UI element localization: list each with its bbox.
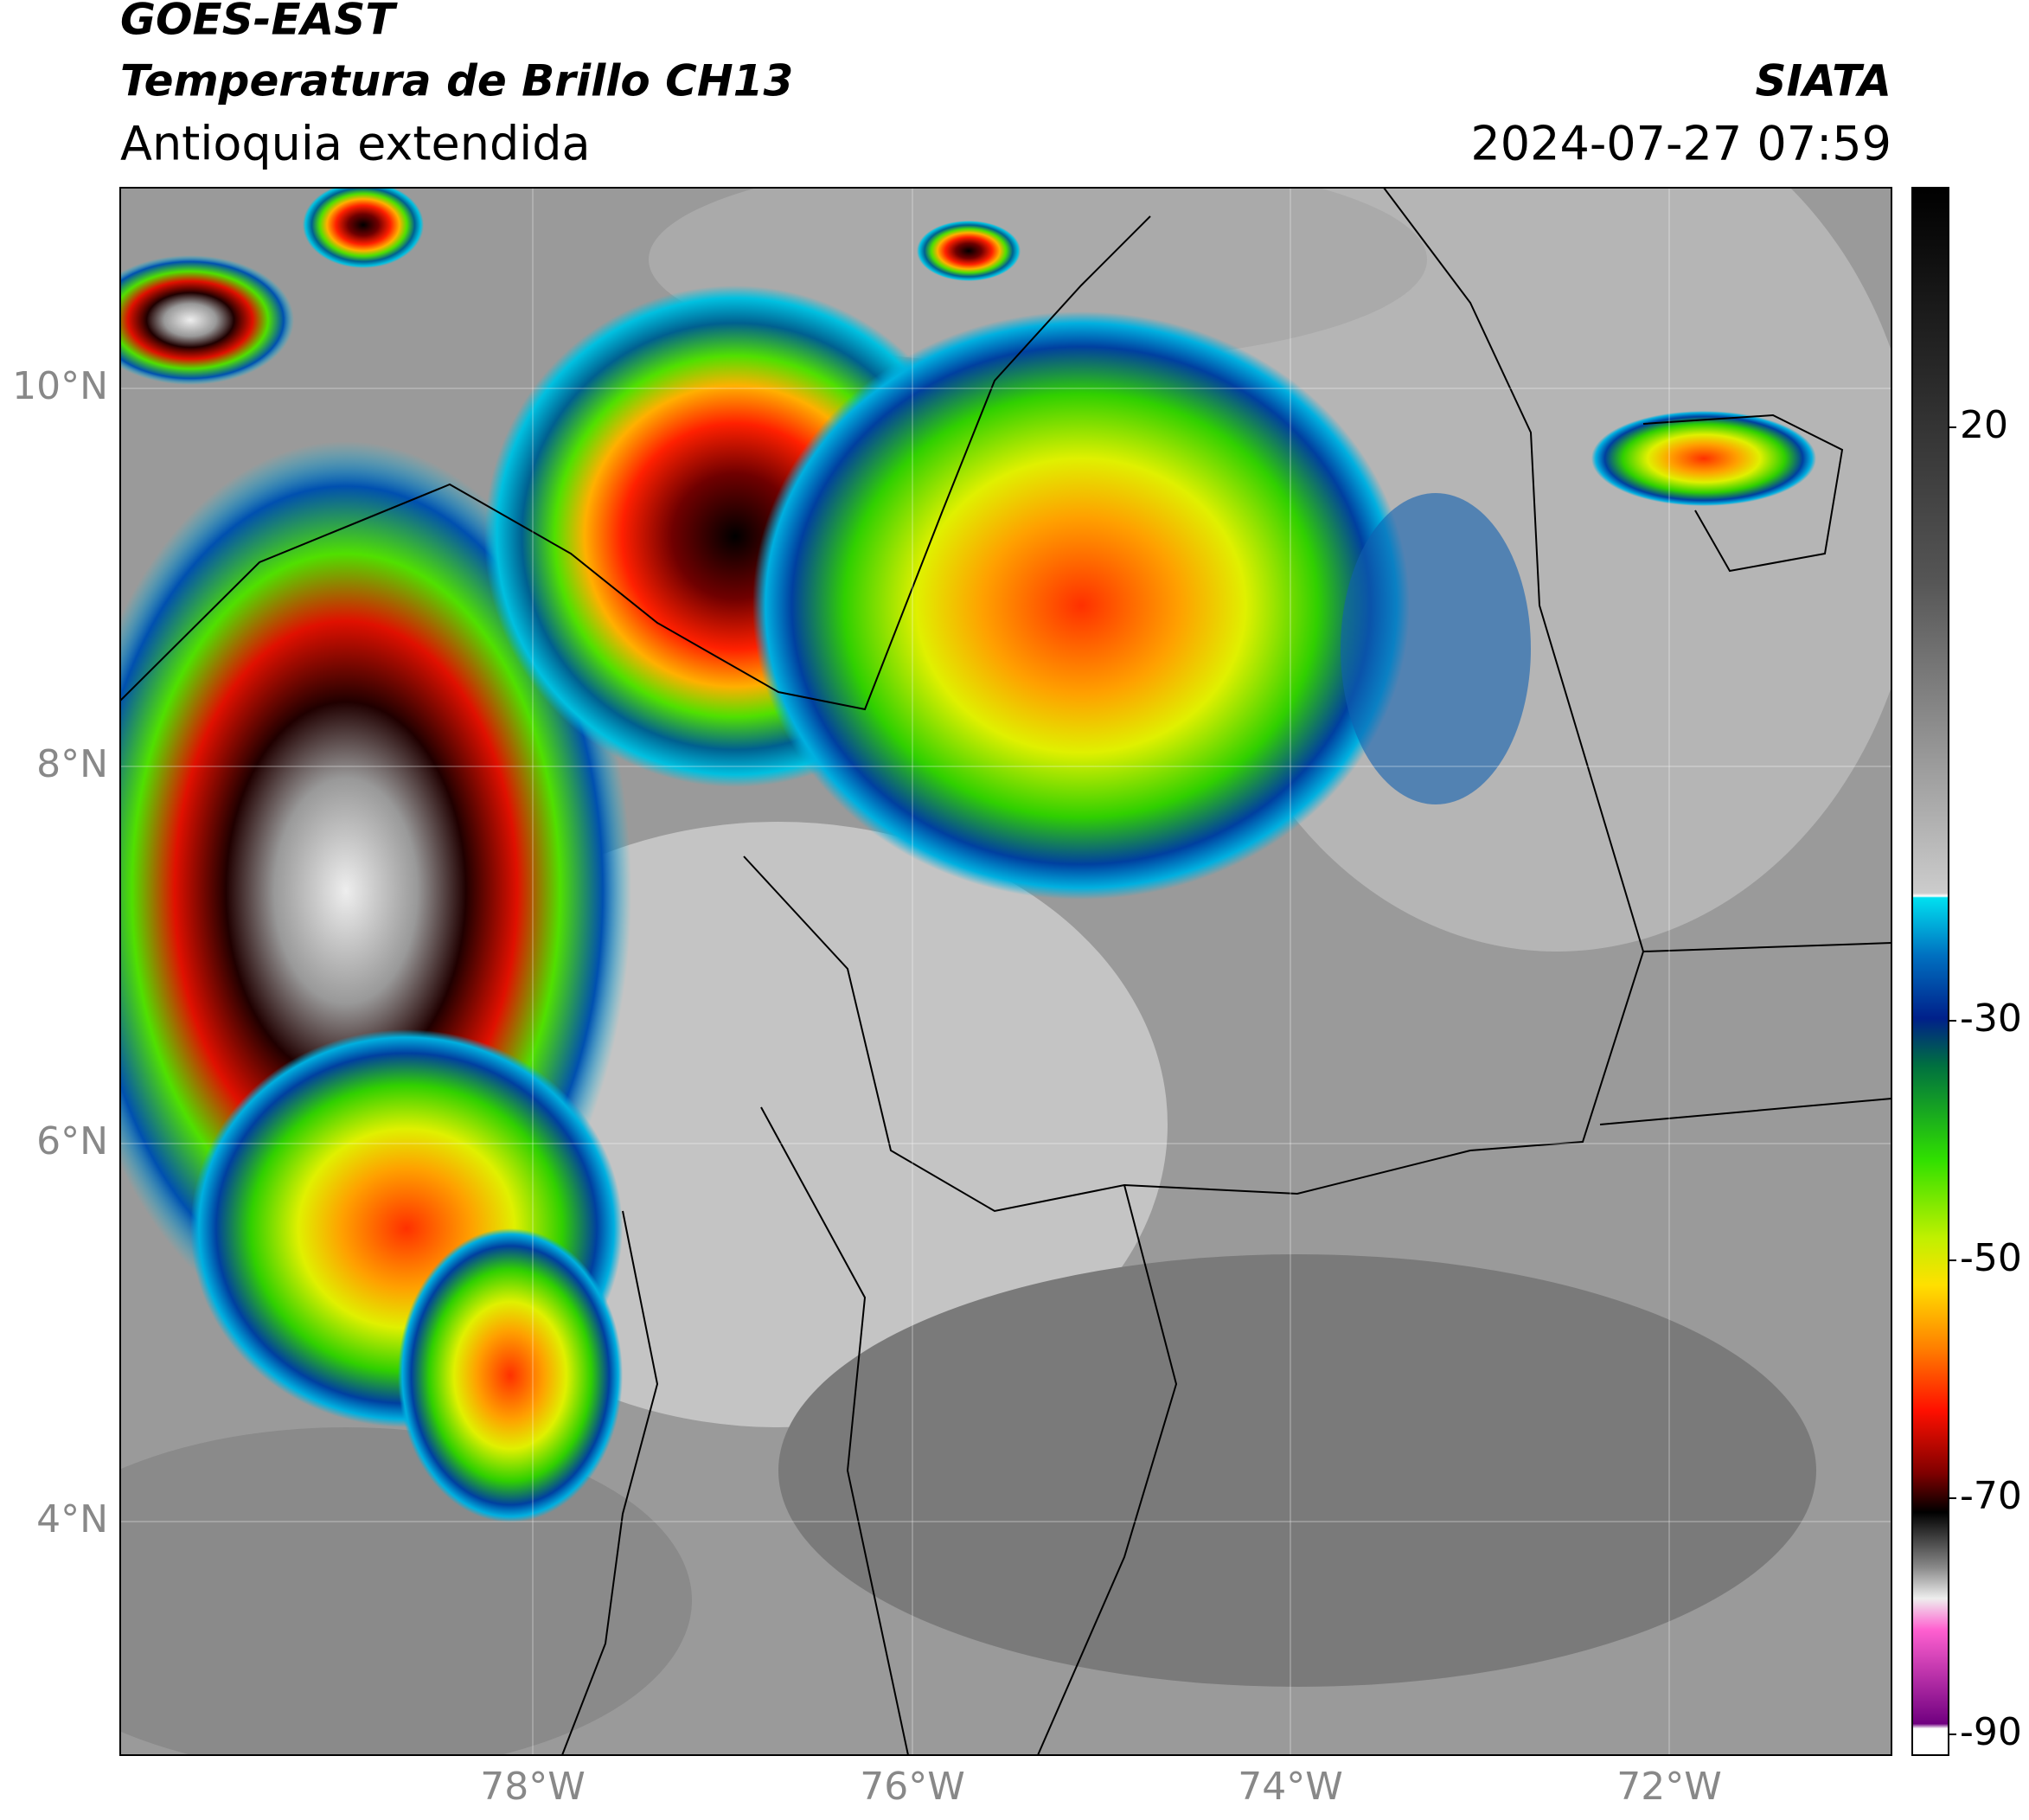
map-frame xyxy=(119,187,1892,1756)
title-region: Antioquia extendida xyxy=(120,117,591,171)
colorbar-tick-label: -30 xyxy=(1960,997,2022,1041)
lat-tick-label: 8°N xyxy=(36,742,108,786)
colorbar xyxy=(1911,187,1949,1756)
source-label: SIATA xyxy=(1756,56,1891,106)
lat-tick-label: 6°N xyxy=(36,1119,108,1163)
title-satellite: GOES-EAST xyxy=(120,0,398,45)
map-image xyxy=(120,188,1891,1755)
title-product: Temperatura de Brillo CH13 xyxy=(120,56,793,106)
lon-tick-label: 72°W xyxy=(1616,1765,1722,1809)
colorbar-tick-label: -50 xyxy=(1960,1236,2022,1280)
lat-tick-label: 10°N xyxy=(12,364,108,408)
datetime-label: 2024-07-27 07:59 xyxy=(1470,117,1891,171)
colorbar-tick-label: -70 xyxy=(1960,1474,2022,1518)
colorbar-tick-label: 20 xyxy=(1960,403,2008,447)
colorbar-tick-label: -90 xyxy=(1960,1710,2022,1754)
lon-tick-label: 78°W xyxy=(480,1765,586,1809)
lat-tick-label: 4°N xyxy=(36,1497,108,1541)
lon-tick-label: 76°W xyxy=(860,1765,965,1809)
lon-tick-label: 74°W xyxy=(1238,1765,1343,1809)
